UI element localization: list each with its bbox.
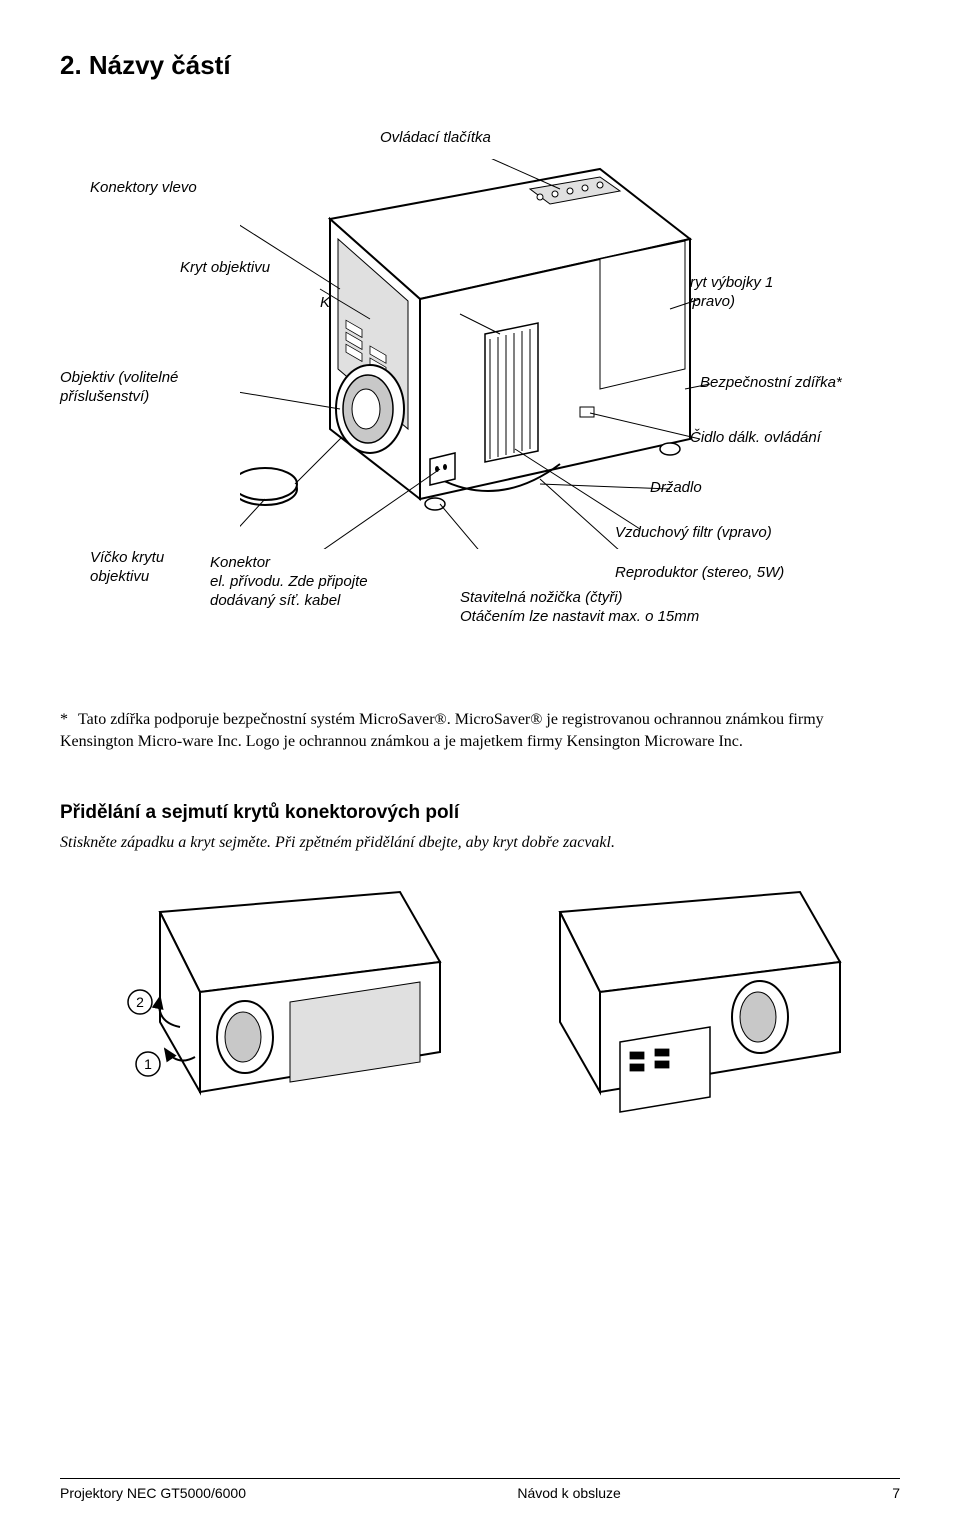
footnote-text: Tato zdířka podporuje bezpečnostní systé…	[60, 711, 824, 750]
projector-figure: Konektory vlevo Ovládací tlačítka Kryt o…	[60, 99, 900, 679]
footnote-block: *Tato zdířka podporuje bezpečnostní syst…	[60, 709, 900, 752]
label-vicko: Víčko krytu objektivu	[90, 549, 164, 587]
label-reproduktor: Reproduktor (stereo, 5W)	[615, 564, 784, 583]
label-konektory-vlevo: Konektory vlevo	[90, 179, 197, 198]
subheading: Přidělání a sejmutí krytů konektorových …	[60, 802, 900, 824]
label-objektiv: Objektiv (volitelné příslušenství)	[60, 369, 178, 407]
footer-right: 7	[892, 1485, 900, 1501]
cover-figure-right	[500, 882, 860, 1142]
cover-figure-left: 1 2	[100, 882, 460, 1142]
footer-left: Projektory NEC GT5000/6000	[60, 1485, 246, 1501]
label-konektor-el: Konektor el. přívodu. Zde připojte dodáv…	[210, 554, 368, 610]
footnote-marker: *	[60, 709, 78, 731]
footer-center: Návod k obsluze	[517, 1485, 621, 1501]
cover-figures: 1 2	[60, 882, 900, 1142]
label-nozicka: Stavitelná nožička (čtyři) Otáčením lze …	[460, 589, 699, 627]
projector-illustration	[240, 159, 720, 549]
num-1-left: 1	[144, 1056, 152, 1072]
instruction-text: Stiskněte západku a kryt sejměte. Při zp…	[60, 834, 900, 852]
label-ovladaci-tlacitka: Ovládací tlačítka	[380, 129, 491, 148]
page-footer: Projektory NEC GT5000/6000 Návod k obslu…	[60, 1478, 900, 1501]
section-title: 2. Názvy částí	[60, 50, 900, 81]
num-2-left: 2	[136, 994, 144, 1010]
label-bezpecnostni: Bezpečnostní zdířka*	[700, 374, 842, 393]
